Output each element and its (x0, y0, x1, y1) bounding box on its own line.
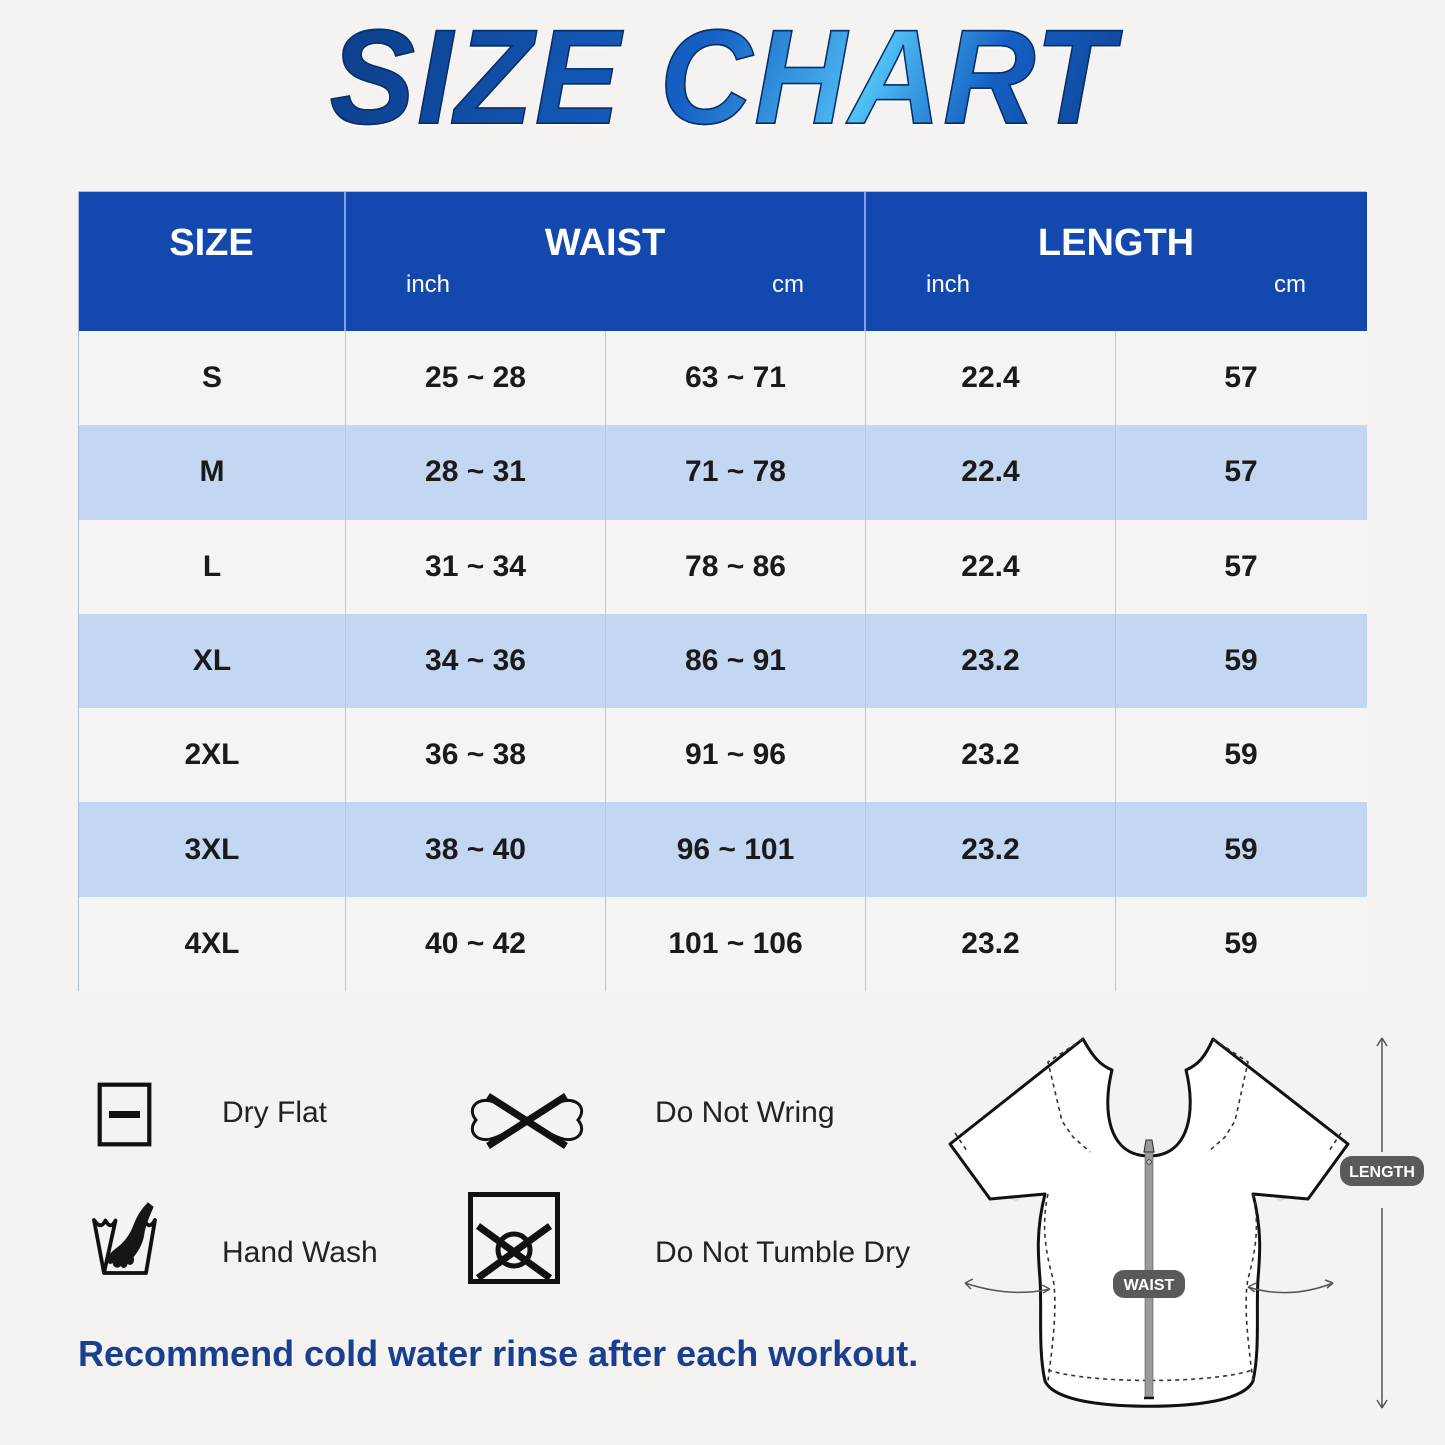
svg-text:LENGTH: LENGTH (1349, 1164, 1415, 1181)
svg-text:WAIST: WAIST (1124, 1277, 1175, 1294)
